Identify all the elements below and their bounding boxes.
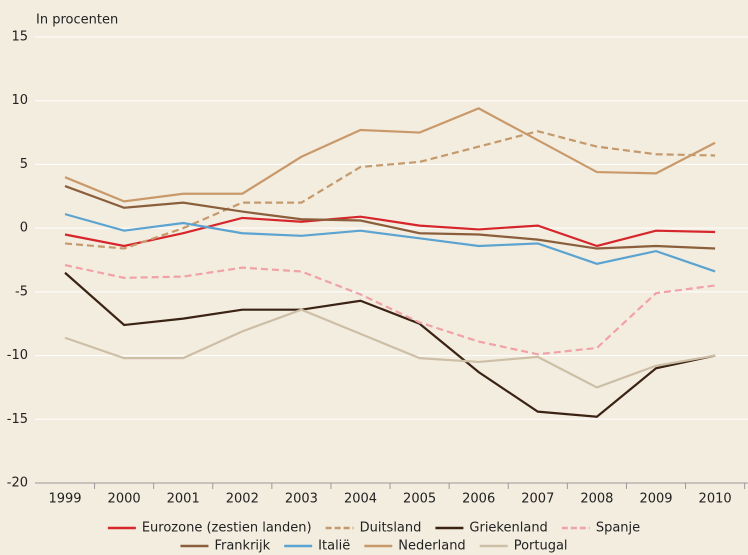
line <box>64 271 716 418</box>
legend-label: Duitsland <box>360 521 422 536</box>
line <box>64 308 716 389</box>
line <box>64 130 716 250</box>
line <box>64 107 716 203</box>
y-tick-label: 5 <box>20 157 28 172</box>
x-tick-label: 2000 <box>108 492 141 507</box>
line <box>64 215 716 248</box>
legend-label: Griekenland <box>469 521 547 536</box>
line <box>64 213 716 273</box>
x-tick-label: 2004 <box>344 492 377 507</box>
legend-label: Spanje <box>596 521 640 536</box>
y-axis-label: In procenten <box>36 13 118 28</box>
line <box>64 185 716 250</box>
y-tick-label: -20 <box>7 476 28 491</box>
y-tick-label: 10 <box>11 93 28 108</box>
x-tick-label: 2001 <box>167 492 200 507</box>
legend-label: Frankrijk <box>214 539 270 554</box>
y-tick-label: 15 <box>11 30 28 45</box>
legend-label: Eurozone (zestien landen) <box>142 521 312 536</box>
x-tick-label: 2008 <box>580 492 613 507</box>
y-tick-label: -5 <box>15 284 28 299</box>
line <box>64 264 716 356</box>
x-tick-label: 2006 <box>462 492 495 507</box>
x-tick-label: 1999 <box>48 492 81 507</box>
y-tick-label: -10 <box>7 348 28 363</box>
x-tick-label: 2010 <box>699 492 732 507</box>
legend-label: Italië <box>318 539 350 554</box>
y-tick-label: -15 <box>7 412 28 427</box>
x-tick-label: 2002 <box>226 492 259 507</box>
x-tick-label: 2009 <box>639 492 672 507</box>
x-tick-label: 2005 <box>403 492 436 507</box>
x-tick-label: 2003 <box>285 492 318 507</box>
legend-label: Portugal <box>514 539 568 554</box>
y-tick-label: 0 <box>20 221 28 236</box>
x-tick-label: 2007 <box>521 492 554 507</box>
legend-label: Nederland <box>398 539 465 554</box>
